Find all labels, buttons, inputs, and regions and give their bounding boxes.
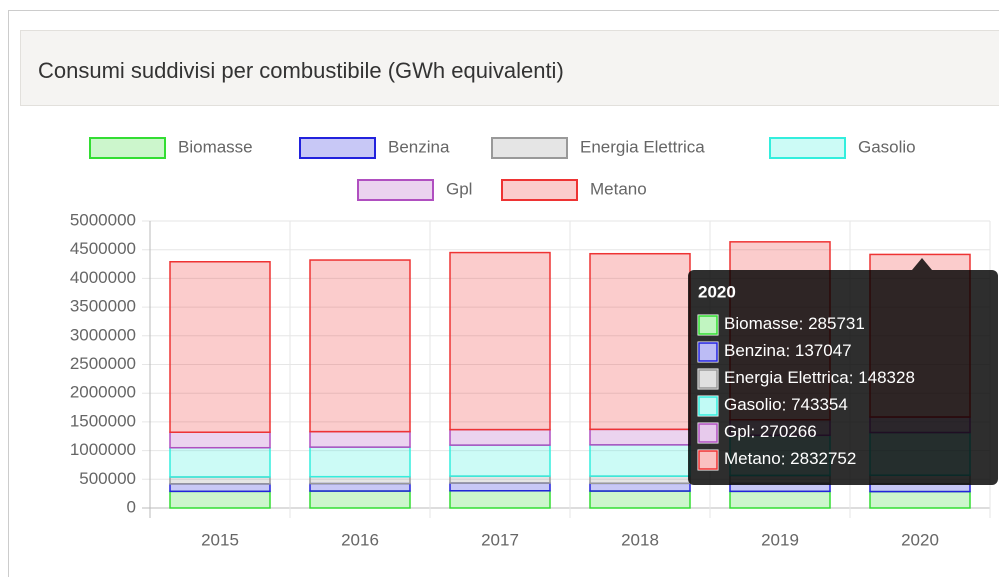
legend-swatch: [492, 138, 567, 158]
tooltip: 2020 Biomasse: 285731 Benzina: 137047 Energ…: [688, 258, 998, 485]
y-tick-label: 1500000: [70, 411, 136, 430]
bar-segment: [590, 491, 690, 508]
tooltip-swatch: [699, 343, 717, 361]
y-tick-label: 500000: [79, 469, 136, 488]
bar-segment: [450, 476, 550, 483]
tooltip-item-value: 270266: [760, 422, 817, 441]
tooltip-item: Gpl: 270266: [724, 422, 817, 441]
legend-swatch: [90, 138, 165, 158]
bar-segment: [590, 476, 690, 483]
bar-segment: [310, 491, 410, 508]
legend-label: Energia Elettrica: [580, 137, 705, 156]
bar-segment: [730, 491, 830, 508]
x-tick-label: 2020: [901, 530, 939, 549]
tooltip-item-value: 137047: [795, 341, 852, 360]
tooltip-item-value: 148328: [858, 368, 915, 387]
legend-swatch: [770, 138, 845, 158]
tooltip-swatch: [699, 397, 717, 415]
bar-segment: [310, 477, 410, 484]
y-tick-label: 4000000: [70, 268, 136, 287]
bar-segment: [590, 429, 690, 444]
tooltip-swatch: [699, 316, 717, 334]
x-tick-label: 2016: [341, 530, 379, 549]
y-tick-label: 3000000: [70, 325, 136, 344]
x-tick-label: 2017: [481, 530, 519, 549]
bar-segment: [310, 484, 410, 491]
tooltip-item-name: Benzina: [724, 341, 786, 360]
y-tick-label: 1000000: [70, 440, 136, 459]
tooltip-swatch: [699, 424, 717, 442]
bar-segment: [310, 447, 410, 477]
bar-segment: [450, 491, 550, 508]
tooltip-item-name: Gasolio: [724, 395, 782, 414]
bar-segment: [450, 445, 550, 476]
legend-label: Gpl: [446, 179, 472, 198]
x-tick-label: 2015: [201, 530, 239, 549]
y-tick-label: 0: [127, 497, 136, 516]
bar-segment: [450, 253, 550, 430]
bar-segment: [170, 477, 270, 484]
y-tick-label: 2500000: [70, 354, 136, 373]
bar-segment: [590, 483, 690, 491]
y-tick-label: 2000000: [70, 383, 136, 402]
bar-segment: [170, 491, 270, 508]
y-tick-label: 5000000: [70, 210, 136, 229]
x-tick-label: 2019: [761, 530, 799, 549]
bar-segment: [450, 483, 550, 491]
tooltip-item-value: 285731: [808, 314, 865, 333]
legend-label: Benzina: [388, 137, 450, 156]
tooltip-item-name: Gpl: [724, 422, 750, 441]
tooltip-item-value: 2832752: [790, 449, 856, 468]
tooltip-item-name: Metano: [724, 449, 781, 468]
legend-swatch: [358, 180, 433, 200]
bar-segment: [170, 262, 270, 432]
legend-label: Biomasse: [178, 137, 253, 156]
bar-segment: [170, 432, 270, 447]
tooltip-title: 2020: [698, 282, 736, 301]
tooltip-item: Gasolio: 743354: [724, 395, 848, 414]
tooltip-item: Energia Elettrica: 148328: [724, 368, 915, 387]
bar-segment: [870, 492, 970, 508]
bar-segment: [170, 448, 270, 477]
legend-swatch: [300, 138, 375, 158]
tooltip-item: Benzina: 137047: [724, 341, 852, 360]
tooltip-item: Metano: 2832752: [724, 449, 856, 468]
y-tick-label: 3500000: [70, 297, 136, 316]
bar-segment: [310, 260, 410, 432]
tooltip-item-name: Energia Elettrica: [724, 368, 849, 387]
y-tick-label: 4500000: [70, 239, 136, 258]
bar-segment: [310, 432, 410, 447]
tooltip-item-value: 743354: [791, 395, 848, 414]
tooltip-item-name: Biomasse: [724, 314, 799, 333]
bar-segment: [590, 254, 690, 430]
tooltip-swatch: [699, 451, 717, 469]
legend-swatch: [502, 180, 577, 200]
bar-segment: [590, 445, 690, 476]
legend-label: Metano: [590, 179, 647, 198]
x-tick-label: 2018: [621, 530, 659, 549]
bar-segment: [170, 484, 270, 491]
chart-title: Consumi suddivisi per combustibile (GWh …: [38, 58, 564, 83]
legend-label: Gasolio: [858, 137, 916, 156]
bar-segment: [450, 430, 550, 445]
tooltip-swatch: [699, 370, 717, 388]
tooltip-item: Biomasse: 285731: [724, 314, 865, 333]
